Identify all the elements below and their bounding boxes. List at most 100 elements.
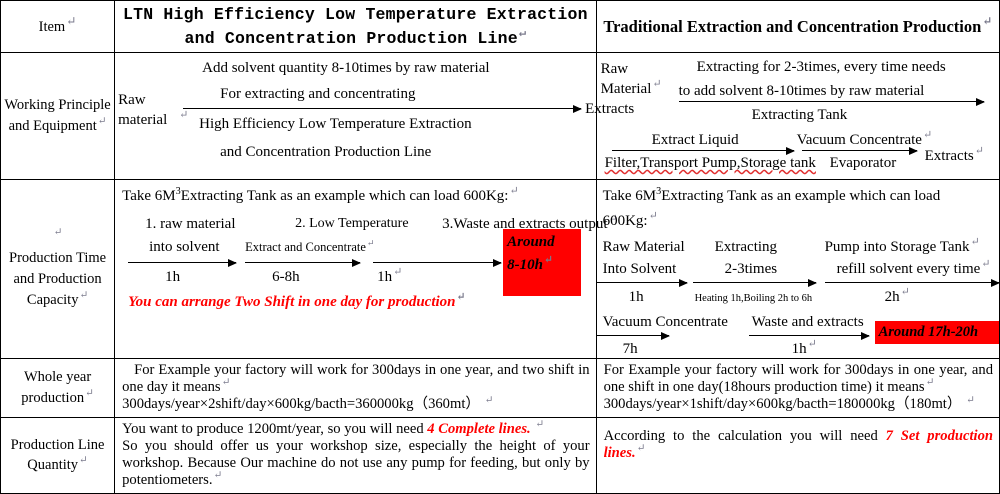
trad-output-label: Extracts↵ [924, 145, 984, 164]
pilcrow-mark: ↵ [66, 13, 77, 28]
trad-stage1-top: Extract Liquid [651, 132, 739, 148]
ltn-line3: High Efficiency Low Temperature Extracti… [199, 116, 472, 132]
table-header-row: Item↵ LTN High Efficiency Low Temperatur… [0, 0, 1000, 53]
trad-arrow-3 [801, 146, 918, 155]
line-quantity-ltn-highlight: 4 Complete lines. [427, 420, 531, 437]
label-working-principle: Working Principle and Equipment↵ [0, 52, 116, 180]
header-traditional-cell: Traditional Extraction and Concentration… [595, 0, 1000, 53]
pilcrow-mark: ↵ [53, 227, 63, 239]
ltn-step1-time: 1h [165, 269, 181, 285]
diagram-ltn-process: Raw material ↵ Add solvent quantity 8-10t… [115, 53, 634, 179]
row-working-principle: Working Principle and Equipment↵ Raw mat… [0, 52, 1000, 180]
pilcrow-mark: ↵ [79, 455, 88, 467]
cell-working-principle-traditional: Raw Material↵ Extracting for 2-3times, e… [595, 52, 1000, 180]
trad-r1s3-time: 2h↵ [884, 286, 910, 305]
label-production-time: ↵ Production Time and Production Capacit… [0, 179, 116, 359]
trad-r2s1-top: Vacuum Concentrate [602, 314, 728, 330]
ltn-line2: For extracting and concentrating [220, 86, 416, 102]
ltn-step2-mid: Extract and Concentrate↵ [245, 237, 375, 254]
row-whole-year-production: Whole year production↵ For Example your … [0, 358, 1000, 418]
ltn-step1-mid: into solvent [149, 239, 220, 255]
trad-time-intro-line2: 600Kg:↵ [602, 210, 658, 229]
trad-line1: Extracting for 2-3times, every time need… [696, 59, 946, 75]
row-production-time: ↵ Production Time and Production Capacit… [0, 179, 1000, 359]
ltn-step2-top: 2. Low Temperature [295, 216, 409, 231]
trad-stage1-bottom: Filter,Transport Pump,Storage tank [604, 155, 816, 171]
ltn-line1: Add solvent quantity 8-10times by raw ma… [202, 60, 490, 76]
trad-r2s2-top: Waste and extracts [751, 314, 864, 330]
label-line-quantity: Production Line Quantity↵ [0, 416, 116, 494]
diagram-ltn-timeline: Take 6M3Extracting Tank as an example wh… [115, 180, 617, 358]
trad-arrow-1 [678, 97, 985, 106]
trad-r1s2-mid: 2-3times [724, 261, 778, 277]
line-quantity-ltn-text: You want to produce 1200mt/year, so you … [122, 418, 590, 489]
cell-production-time-traditional: Take 6M3Extracting Tank as an example wh… [595, 179, 1000, 359]
ltn-result-line1: Around [507, 234, 555, 250]
cell-whole-year-ltn: For Example your factory will work for 3… [114, 358, 597, 418]
trad-r1s2-time: Heating 1h,Boiling 2h to 6h [694, 293, 813, 304]
trad-line2: to add solvent 8-10times by raw material [678, 83, 925, 99]
ltn-arrow-3 [373, 258, 503, 267]
diagram-traditional-process: Raw Material↵ Extracting for 2-3times, e… [597, 53, 999, 179]
pilcrow-mark: ↵ [982, 14, 993, 29]
trad-source-label: Raw Material↵ [600, 61, 662, 98]
trad-stage2-bottom: Evaporator [829, 155, 897, 171]
ltn-result-line2: 8-10h↵ [507, 253, 553, 273]
whole-year-ltn-text: For Example your factory will work for 3… [122, 362, 590, 413]
trad-r1s1-mid: Into Solvent [602, 261, 677, 277]
label-whole-year: Whole year production↵ [0, 358, 116, 418]
header-traditional-label: Traditional Extraction and Concentration… [603, 16, 982, 36]
cell-line-quantity-ltn: You want to produce 1200mt/year, so you … [114, 416, 597, 494]
trad-r1s3-top: Pump into Storage Tank↵ [824, 236, 980, 255]
ltn-result-badge: Around 8-10h↵ [503, 229, 582, 296]
trad-result-badge: Around 17h-20h [874, 321, 999, 344]
trad-r2s2-time: 1h↵ [791, 338, 817, 357]
trad-r1s3-mid: refill solvent every time↵ [836, 258, 991, 277]
header-item-label: Item [38, 19, 66, 36]
pilcrow-mark: ↵ [79, 290, 89, 302]
trad-stage2-top: Vacuum Concentrate↵ [796, 129, 932, 148]
label-working-principle-text: Working Principle and Equipment [4, 97, 111, 134]
trad-r1s1-time: 1h [628, 289, 644, 305]
ltn-step1-top: 1. raw material [145, 216, 236, 232]
cell-production-time-ltn: Take 6M3Extracting Tank as an example wh… [114, 179, 618, 359]
ltn-step2-time: 6-8h [272, 269, 300, 285]
ltn-shift-note: You can arrange Two Shift in one day for… [128, 291, 466, 310]
trad-arrow-2 [611, 146, 795, 155]
trad-t-arrow-4 [596, 331, 670, 340]
pilcrow-mark: ↵ [97, 116, 107, 128]
cell-working-principle-ltn: Raw material ↵ Add solvent quantity 8-10t… [114, 52, 634, 180]
ltn-step3-time: 1h↵ [377, 266, 403, 285]
header-item-cell: Item↵ [0, 0, 116, 53]
trad-time-intro: Take 6M3Extracting Tank as an example wh… [602, 186, 941, 204]
ltn-time-intro: Take 6M3Extracting Tank as an example wh… [122, 185, 519, 204]
ltn-main-arrow [183, 104, 583, 113]
ltn-line4: and Concentration Production Line [220, 144, 432, 160]
line-quantity-traditional-highlight: 7 Set production lines. [603, 427, 993, 461]
whole-year-traditional-text: For Example your factory will work for 3… [603, 362, 993, 413]
pilcrow-mark: ↵ [85, 388, 94, 399]
trad-t-arrow-2 [692, 278, 817, 287]
label-whole-year-text: Whole year production [21, 369, 92, 406]
diagram-traditional-timeline: Take 6M3Extracting Tank as an example wh… [596, 180, 1000, 358]
trad-line3: Extracting Tank [751, 107, 848, 123]
trad-r2s1-time: 7h [622, 341, 638, 357]
label-production-time-text: Production Time and Production Capacity [9, 249, 107, 309]
line-quantity-traditional-text: According to the calculation you will ne… [603, 427, 993, 461]
trad-r1s2-top: Extracting [714, 239, 778, 255]
label-line-quantity-text: Production Line Quantity [10, 436, 105, 474]
header-ltn-cell: LTN High Efficiency Low Temperature Extr… [114, 0, 597, 53]
ltn-arrow-2 [245, 258, 362, 267]
ltn-arrow-1 [128, 258, 238, 267]
row-production-line-quantity: Production Line Quantity↵ You want to pr… [0, 416, 1000, 494]
cell-line-quantity-traditional: According to the calculation you will ne… [595, 416, 1000, 494]
pilcrow-mark: ↵ [518, 26, 527, 40]
trad-r1s1-top: Raw Material [602, 239, 685, 255]
cell-whole-year-traditional: For Example your factory will work for 3… [595, 358, 1000, 418]
trad-t-arrow-3 [824, 278, 1000, 287]
ltn-source-label: Raw material ↵ [118, 92, 189, 128]
trad-t-arrow-5 [748, 331, 870, 340]
header-ltn-label: LTN High Efficiency Low Temperature Extr… [123, 4, 588, 48]
trad-t-arrow-1 [596, 278, 688, 287]
